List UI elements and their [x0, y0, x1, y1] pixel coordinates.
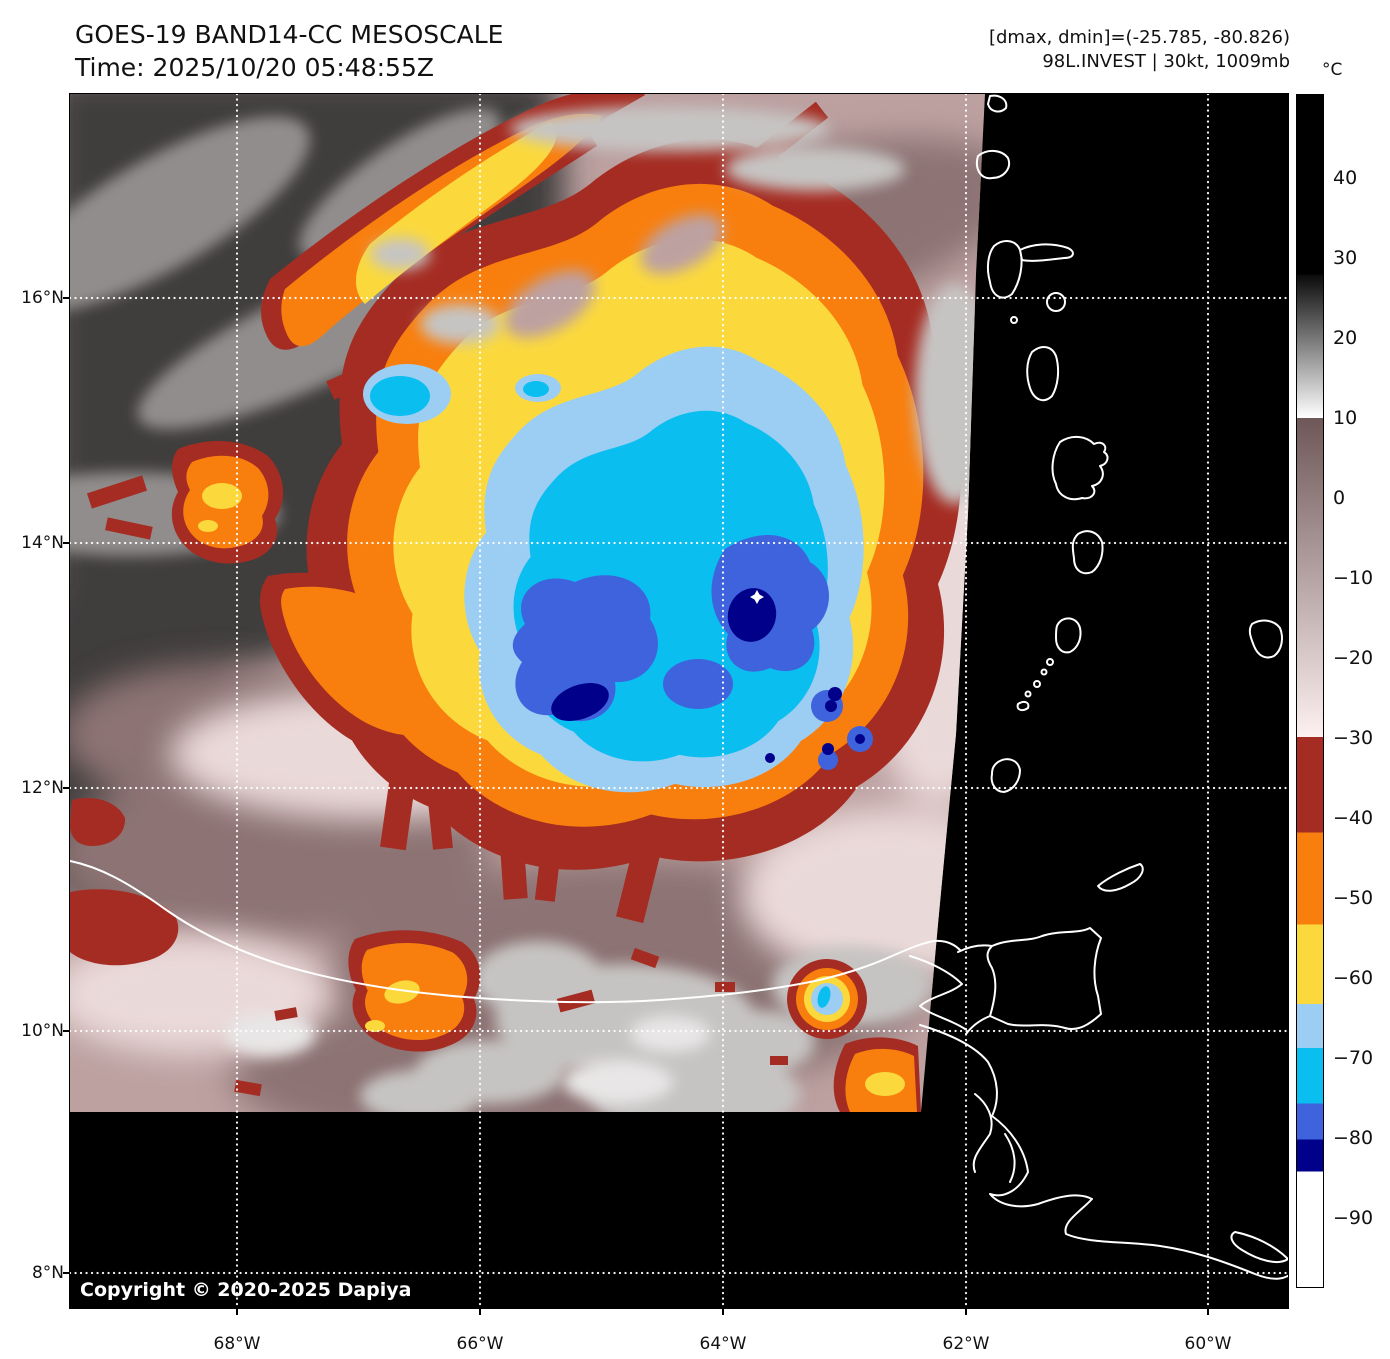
lon-label-62w: 62°W	[942, 1334, 990, 1354]
dmax-dmin-readout: [dmax, dmin]=(-25.785, -80.826)	[988, 27, 1290, 48]
lon-label-64w: 64°W	[699, 1334, 747, 1354]
satellite-scene	[70, 94, 1288, 1308]
title-block: GOES-19 BAND14-CC MESOSCALE Time: 2025/1…	[75, 18, 503, 84]
bright-cloud-tufts	[225, 1012, 710, 1104]
cb-tick-m50: −50	[1333, 887, 1374, 909]
orinoco-channels	[972, 1093, 1016, 1183]
x-axis-tick	[965, 1309, 967, 1315]
lon-label-60w: 60°W	[1184, 1334, 1232, 1354]
lon-label-66w: 66°W	[456, 1334, 504, 1354]
guadeloupe	[986, 240, 1074, 299]
cb-tick-40: 40	[1333, 167, 1358, 189]
martinique	[1051, 436, 1109, 501]
south-convective-cells	[234, 930, 921, 1112]
cb-tick-20: 20	[1333, 327, 1358, 349]
y-axis-tick	[63, 1030, 69, 1032]
x-axis-tick	[236, 1309, 238, 1315]
lat-label-12n: 12°N	[21, 778, 64, 798]
bottom-left-red	[70, 889, 179, 966]
antigua	[976, 150, 1010, 180]
colorbar-gradient	[1297, 95, 1323, 1287]
cold-cyan-core	[370, 376, 828, 762]
cb-tick-m40: −40	[1333, 807, 1374, 829]
map-plot-area	[69, 93, 1289, 1309]
storm-info-readout: 98L.INVEST | 30kt, 1009mb	[1042, 51, 1290, 72]
copyright-text: Copyright © 2020-2025 Dapiya	[80, 1279, 412, 1301]
dmin-marker	[750, 590, 764, 604]
coastal-island-se	[1230, 1231, 1288, 1263]
cb-tick-m20: −20	[1333, 647, 1374, 669]
product-title: GOES-19 BAND14-CC MESOSCALE	[75, 20, 504, 49]
lat-label-16n: 16°N	[21, 288, 64, 308]
grenada	[990, 758, 1021, 793]
barbados	[1248, 619, 1283, 659]
cb-tick-30: 30	[1333, 247, 1358, 269]
cb-tick-m60: −60	[1333, 967, 1374, 989]
lat-label-14n: 14°N	[21, 533, 64, 553]
tobago	[1097, 863, 1144, 892]
extreme-cold-navy-cores	[551, 588, 865, 763]
st-vincent	[1055, 617, 1082, 654]
barbuda	[987, 94, 1008, 113]
x-axis-tick	[479, 1309, 481, 1315]
cb-tick-m70: −70	[1333, 1047, 1374, 1069]
temperature-colorbar	[1296, 94, 1324, 1288]
y-axis-tick	[63, 787, 69, 789]
paria-gulf-coast	[909, 955, 966, 1030]
venezuela-north-coast	[70, 860, 961, 1004]
trinidad	[957, 927, 1102, 1035]
product-time: Time: 2025/10/20 05:48:55Z	[75, 53, 434, 82]
y-axis-tick	[63, 542, 69, 544]
cb-tick-m80: −80	[1333, 1127, 1374, 1149]
cb-tick-m30: −30	[1333, 727, 1374, 749]
satellite-swath	[70, 94, 985, 1112]
marie-galante	[1046, 292, 1066, 312]
x-axis-tick	[1207, 1309, 1209, 1315]
colorbar-unit-label: °C	[1322, 60, 1343, 80]
lat-label-8n: 8°N	[31, 1263, 64, 1283]
info-block: [dmax, dmin]=(-25.785, -80.826) 98L.INVE…	[989, 26, 1290, 74]
st-lucia	[1071, 530, 1104, 575]
cb-tick-10: 10	[1333, 407, 1358, 429]
lon-label-68w: 68°W	[213, 1334, 261, 1354]
graticule	[70, 94, 1288, 1308]
cb-tick-m10: −10	[1333, 567, 1374, 589]
y-axis-tick	[63, 1272, 69, 1274]
cb-tick-m90: −90	[1333, 1207, 1374, 1229]
grenadines-hook	[1016, 700, 1030, 712]
dominica	[1026, 346, 1060, 402]
lat-label-10n: 10°N	[21, 1021, 64, 1041]
cb-tick-0: 0	[1333, 487, 1346, 509]
x-axis-tick	[722, 1309, 724, 1315]
venezuela-delta-coast	[919, 1024, 1288, 1280]
mauve-gap-blobs	[504, 214, 724, 338]
coastlines	[70, 94, 1288, 1280]
y-axis-tick	[63, 297, 69, 299]
